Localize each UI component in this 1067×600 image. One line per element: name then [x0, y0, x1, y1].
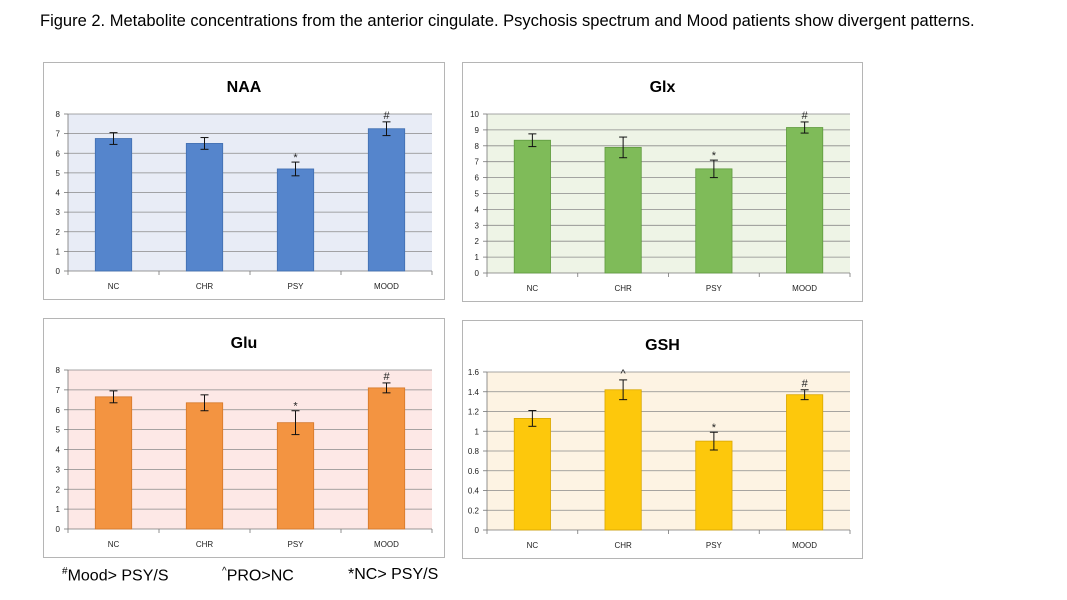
bar-glu-nc	[94, 396, 133, 530]
chart-title-glu: Glu	[231, 335, 258, 352]
y-tick-label-glx: 8	[475, 142, 480, 151]
bar-naa-nc	[94, 138, 133, 272]
y-tick-label-naa: 2	[56, 228, 61, 237]
y-tick-label-glu: 1	[56, 505, 61, 514]
y-tick-label-glu: 8	[56, 366, 61, 375]
y-tick-label-glx: 1	[475, 253, 480, 262]
y-tick-label-gsh: 1.6	[468, 368, 480, 377]
bar-glx-nc	[513, 139, 551, 274]
chart-panel-glx: Glx 0 1 2 3 4 5 6 7 8 9 10 NC CHR * PSY # MOOD	[462, 62, 863, 302]
y-tick-label-glx: 0	[475, 269, 480, 278]
chart-svg-glx: Glx 0 1 2 3 4 5 6 7 8 9 10 NC CHR * PSY # MOOD	[470, 79, 851, 293]
bar-naa-chr	[185, 143, 224, 272]
y-tick-label-naa: 6	[56, 149, 61, 158]
bar-gsh-psy	[695, 440, 733, 531]
annotation-glx-mood: #	[802, 110, 809, 122]
y-tick-label-naa: 4	[56, 189, 61, 198]
chart-panel-glu: Glu 0 1 2 3 4 5 6 7 8 NC CHR * PSY # MOOD	[43, 318, 445, 558]
annotation-glx-psy: *	[712, 150, 717, 162]
y-tick-label-glu: 7	[56, 386, 61, 395]
chart-svg-glu: Glu 0 1 2 3 4 5 6 7 8 NC CHR * PSY # MOOD	[56, 335, 433, 549]
y-tick-label-glu: 2	[56, 485, 61, 494]
bar-glu-psy	[276, 422, 315, 530]
bar-gsh-mood	[786, 394, 824, 531]
category-label-gsh-psy: PSY	[706, 541, 723, 550]
annotation-gsh-chr: ^	[621, 368, 627, 380]
y-tick-label-naa: 0	[56, 267, 61, 276]
category-label-glu-mood: MOOD	[374, 540, 399, 549]
y-tick-label-glx: 9	[475, 126, 480, 135]
chart-panel-gsh: GSH 0 0.2 0.4 0.6 0.8 1 1.2 1.4 1.6 NC ^ CHR * PSY # MOO…	[462, 320, 863, 559]
y-tick-label-gsh: 1	[475, 427, 480, 436]
bar-gsh-nc	[513, 418, 551, 531]
y-tick-label-glx: 6	[475, 174, 480, 183]
y-tick-label-gsh: 0.2	[468, 506, 480, 515]
bar-glx-chr	[604, 146, 642, 274]
bar-gsh-chr	[604, 389, 642, 531]
y-tick-label-glu: 5	[56, 426, 61, 435]
y-tick-label-glx: 10	[470, 110, 479, 119]
category-label-glx-chr: CHR	[614, 284, 632, 293]
y-tick-label-glu: 6	[56, 406, 61, 415]
bar-naa-psy	[276, 168, 315, 272]
y-tick-label-naa: 7	[56, 130, 61, 139]
y-tick-label-naa: 5	[56, 169, 61, 178]
category-label-gsh-mood: MOOD	[792, 541, 817, 550]
y-tick-label-glx: 4	[475, 205, 480, 214]
y-tick-label-gsh: 1.4	[468, 388, 480, 397]
category-label-naa-chr: CHR	[196, 282, 214, 291]
annotation-gsh-psy: *	[712, 422, 717, 434]
chart-title-glx: Glx	[650, 79, 676, 96]
y-tick-label-naa: 1	[56, 247, 61, 256]
y-tick-label-glu: 0	[56, 525, 61, 534]
y-tick-label-gsh: 0.6	[468, 467, 480, 476]
annotation-gsh-mood: #	[802, 378, 809, 390]
category-label-glx-mood: MOOD	[792, 284, 817, 293]
y-tick-label-glu: 4	[56, 446, 61, 455]
category-label-naa-nc: NC	[108, 282, 120, 291]
annotation-naa-mood: #	[383, 110, 390, 122]
category-label-naa-mood: MOOD	[374, 282, 399, 291]
bar-glu-mood	[367, 387, 406, 530]
y-tick-label-glu: 3	[56, 465, 61, 474]
category-label-glx-nc: NC	[527, 284, 539, 293]
y-tick-label-gsh: 0.4	[468, 487, 480, 496]
category-label-glu-chr: CHR	[196, 540, 214, 549]
chart-svg-naa: NAA 0 1 2 3 4 5 6 7 8 NC CHR * PSY # MOOD	[56, 79, 433, 291]
annotation-naa-psy: *	[293, 152, 298, 164]
footnote-pro: ^PRO>NC	[222, 566, 294, 585]
y-tick-label-glx: 7	[475, 158, 480, 167]
footnote-nc: *NC> PSY/S	[348, 566, 439, 583]
y-tick-label-glx: 3	[475, 221, 480, 230]
category-label-glu-psy: PSY	[287, 540, 304, 549]
y-tick-label-glx: 5	[475, 190, 480, 199]
category-label-naa-psy: PSY	[287, 282, 304, 291]
chart-svg-gsh: GSH 0 0.2 0.4 0.6 0.8 1 1.2 1.4 1.6 NC ^ CHR * PSY # MOO…	[468, 337, 851, 550]
bar-glx-psy	[695, 168, 733, 274]
bar-naa-mood	[367, 128, 406, 272]
bar-glu-chr	[185, 402, 224, 530]
chart-panel-naa: NAA 0 1 2 3 4 5 6 7 8 NC CHR * PSY # MOOD	[43, 62, 445, 300]
y-tick-label-gsh: 0	[475, 526, 480, 535]
bar-glx-mood	[786, 127, 824, 274]
category-label-gsh-chr: CHR	[614, 541, 632, 550]
category-label-gsh-nc: NC	[527, 541, 539, 550]
annotation-glu-mood: #	[383, 371, 390, 383]
y-tick-label-gsh: 1.2	[468, 408, 480, 417]
annotation-glu-psy: *	[293, 401, 298, 413]
footnote-mood: #Mood> PSY/S	[62, 566, 169, 585]
chart-title-naa: NAA	[227, 79, 262, 96]
y-tick-label-naa: 3	[56, 208, 61, 217]
y-tick-label-glx: 2	[475, 237, 480, 246]
figure-caption: Figure 2. Metabolite concentrations from…	[40, 12, 975, 30]
y-tick-label-naa: 8	[56, 110, 61, 119]
y-tick-label-gsh: 0.8	[468, 447, 480, 456]
category-label-glu-nc: NC	[108, 540, 120, 549]
chart-title-gsh: GSH	[645, 337, 680, 354]
category-label-glx-psy: PSY	[706, 284, 723, 293]
